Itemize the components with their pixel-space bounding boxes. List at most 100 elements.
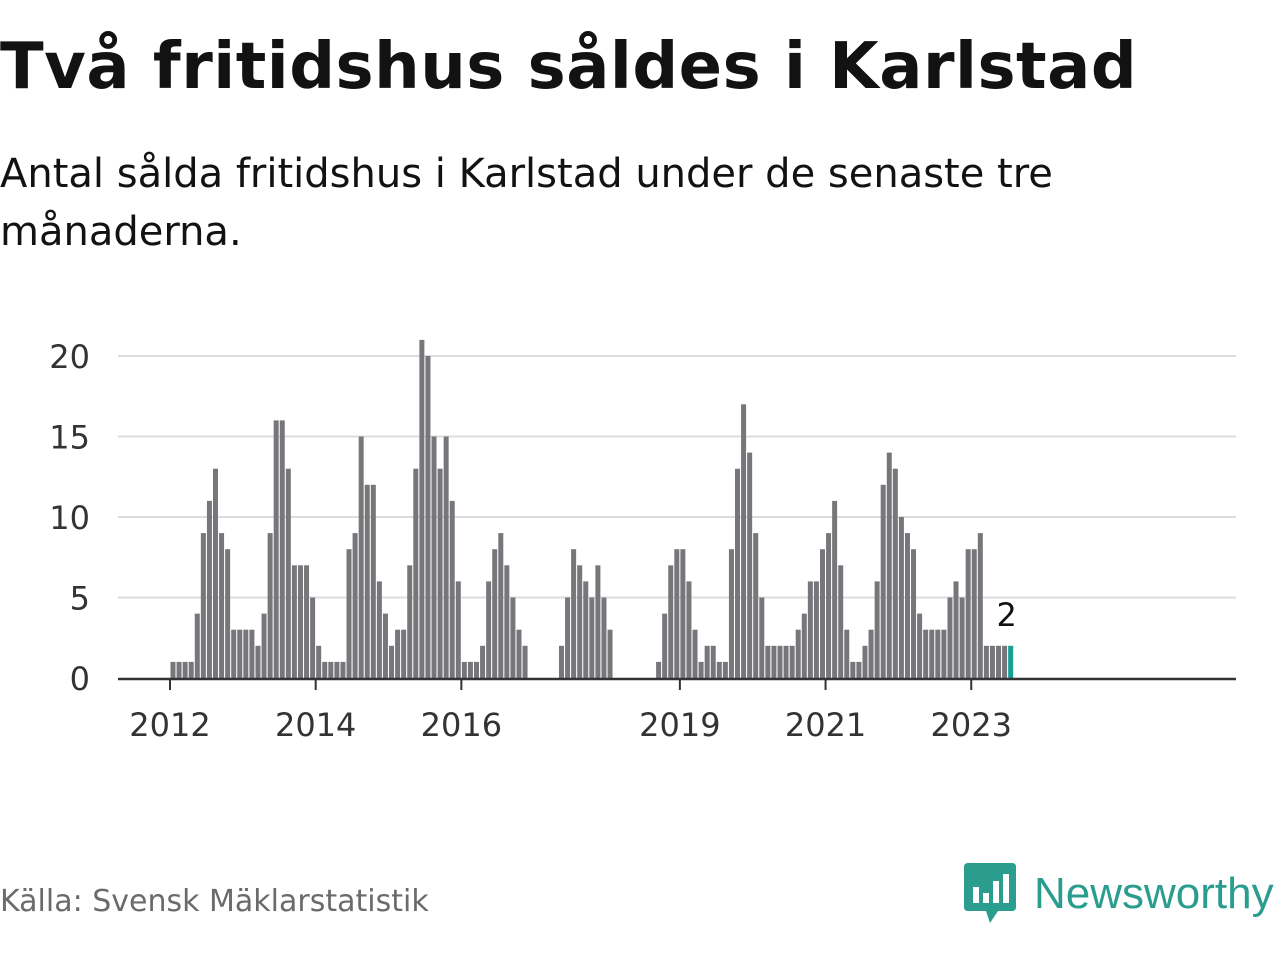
bar bbox=[480, 645, 486, 678]
bar bbox=[704, 645, 710, 678]
bar bbox=[983, 645, 989, 678]
bar bbox=[819, 549, 825, 678]
bar bbox=[789, 645, 795, 678]
bars bbox=[170, 339, 1014, 678]
source-note: Källa: Svensk Mäklarstatistik bbox=[0, 884, 429, 919]
bar bbox=[583, 581, 589, 678]
bar bbox=[231, 629, 237, 678]
axes bbox=[118, 677, 1236, 690]
x-tick-label: 2012 bbox=[129, 706, 210, 744]
bar bbox=[850, 661, 856, 678]
bar bbox=[953, 581, 959, 678]
bar bbox=[382, 613, 388, 678]
bar bbox=[826, 533, 832, 678]
bar bbox=[996, 645, 1002, 678]
bar bbox=[395, 629, 401, 678]
bar bbox=[492, 549, 498, 678]
bar bbox=[862, 645, 868, 678]
bar bbox=[389, 645, 395, 678]
bar bbox=[753, 533, 759, 678]
bar bbox=[595, 565, 601, 678]
bar bbox=[346, 549, 352, 678]
bar bbox=[959, 597, 965, 678]
bar bbox=[923, 629, 929, 678]
bar-highlight bbox=[1008, 645, 1014, 678]
bar bbox=[838, 565, 844, 678]
bar bbox=[443, 436, 449, 678]
bar bbox=[777, 645, 783, 678]
bar bbox=[370, 484, 376, 678]
bar bbox=[607, 629, 613, 678]
bar bbox=[212, 468, 218, 678]
bar bbox=[832, 500, 838, 678]
bar bbox=[225, 549, 231, 678]
bar bbox=[352, 533, 358, 678]
bar bbox=[886, 452, 892, 678]
bar bbox=[674, 549, 680, 678]
bar bbox=[868, 629, 874, 678]
bar-chart: 0 5 10 15 20 2 2012 2014 2016 2019 2021 2023 bbox=[49, 338, 1236, 744]
x-tick-label: 2016 bbox=[421, 706, 502, 744]
bar bbox=[516, 629, 522, 678]
bar bbox=[267, 533, 273, 678]
bar bbox=[668, 565, 674, 678]
bar-chart-speech-bubble-icon bbox=[964, 863, 1016, 923]
bar bbox=[680, 549, 686, 678]
bar bbox=[261, 613, 267, 678]
bar bbox=[947, 597, 953, 678]
bar bbox=[722, 661, 728, 678]
bar bbox=[455, 581, 461, 678]
bar bbox=[182, 661, 188, 678]
bar bbox=[474, 661, 479, 678]
bar bbox=[364, 484, 370, 678]
y-tick-label: 5 bbox=[70, 580, 90, 618]
y-tick-label: 10 bbox=[49, 499, 90, 537]
bar bbox=[170, 661, 176, 678]
bar bbox=[219, 533, 225, 678]
bar bbox=[771, 645, 777, 678]
bar bbox=[279, 420, 285, 678]
bar bbox=[917, 613, 923, 678]
bar bbox=[291, 565, 297, 678]
bar bbox=[710, 645, 716, 678]
bar bbox=[255, 645, 261, 678]
bar bbox=[589, 597, 595, 678]
bar bbox=[898, 517, 904, 678]
highlight-value-label: 2 bbox=[996, 596, 1016, 634]
bar bbox=[249, 629, 255, 678]
bar bbox=[498, 533, 504, 678]
bar bbox=[656, 661, 662, 678]
bar bbox=[401, 629, 407, 678]
bar bbox=[880, 484, 886, 678]
bar bbox=[844, 629, 850, 678]
bar bbox=[358, 436, 364, 678]
bar bbox=[504, 565, 510, 678]
bar bbox=[929, 629, 935, 678]
bar bbox=[510, 597, 516, 678]
bar bbox=[601, 597, 607, 678]
bar bbox=[735, 468, 741, 678]
bar bbox=[328, 661, 334, 678]
bar bbox=[188, 661, 194, 678]
chart-title: Två fritidshus såldes i Karlstad bbox=[0, 30, 1138, 104]
bar bbox=[322, 661, 328, 678]
bar bbox=[874, 581, 880, 678]
bar bbox=[376, 581, 382, 678]
bar bbox=[558, 645, 564, 678]
bar bbox=[935, 629, 941, 678]
bar bbox=[200, 533, 206, 678]
bar bbox=[692, 629, 698, 678]
bar bbox=[911, 549, 917, 678]
bar bbox=[795, 629, 801, 678]
bar bbox=[413, 468, 419, 678]
bar bbox=[431, 436, 437, 678]
bar bbox=[747, 452, 753, 678]
tick-labels: 0 5 10 15 20 2 2012 2014 2016 2019 2021 2023 bbox=[49, 338, 1017, 744]
bar bbox=[461, 661, 467, 678]
bar bbox=[316, 645, 322, 678]
bar bbox=[662, 613, 668, 678]
bar bbox=[698, 661, 704, 678]
y-tick-label: 15 bbox=[49, 419, 90, 457]
y-tick-label: 0 bbox=[70, 660, 90, 698]
bar bbox=[407, 565, 413, 678]
